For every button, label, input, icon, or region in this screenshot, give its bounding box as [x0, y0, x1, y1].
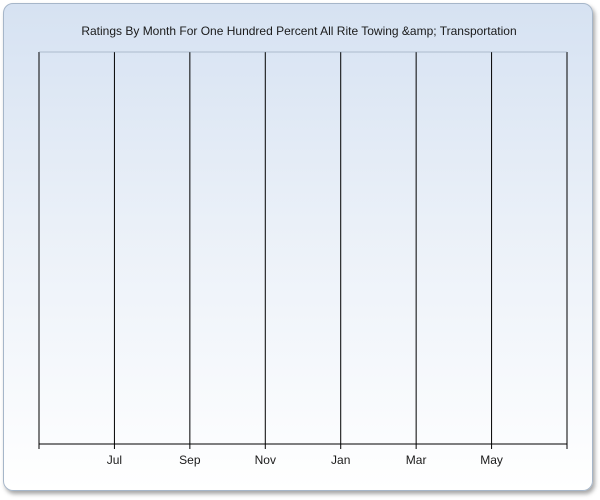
x-tick-label: Jul	[107, 453, 122, 467]
x-tick-label: May	[480, 453, 503, 467]
chart-title: Ratings By Month For One Hundred Percent…	[81, 24, 517, 38]
x-tick-label: Nov	[255, 453, 276, 467]
plot-area: Jul Sep Nov Jan Mar May	[38, 51, 568, 467]
x-tick-label: Mar	[406, 453, 427, 467]
chart-frame: Ratings By Month For One Hundred Percent…	[3, 3, 593, 491]
x-tick-label: Jan	[331, 453, 350, 467]
x-tick-label: Sep	[179, 453, 201, 467]
